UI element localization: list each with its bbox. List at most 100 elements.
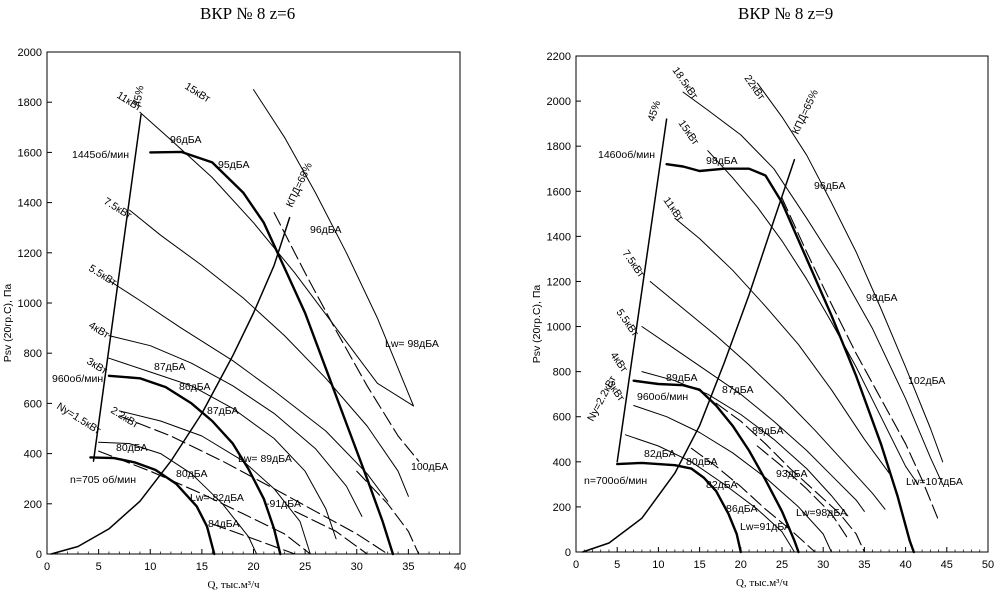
series-efficiency-0-4 <box>50 216 291 555</box>
chart-title-right: ВКР № 8 z=9 <box>738 4 834 23</box>
y-tick-label-0-8: 1600 <box>18 147 42 159</box>
x-axis-title-0: Q, тыс.м³/ч <box>207 579 260 591</box>
annotation-1-16: 98дБА <box>866 292 897 304</box>
series-noise-0-13 <box>273 212 420 462</box>
x-tick-label-1-1: 5 <box>614 559 620 571</box>
series-noise-1-15 <box>715 402 865 553</box>
series-power-1-13 <box>756 82 944 463</box>
series-power-1-7 <box>641 371 849 517</box>
annotation-0-16: 87дБА <box>154 361 185 373</box>
series-power-1-6 <box>633 405 832 553</box>
annotation-1-15: 96дБА <box>814 180 845 192</box>
x-tick-label-1-2: 10 <box>652 559 664 571</box>
x-tick-label-1-9: 45 <box>941 559 953 571</box>
annotation-0-20: 80дБА <box>176 468 207 480</box>
series-noise-0-18 <box>356 470 420 555</box>
y-axis-title-1: Psv (20гр.С), Па <box>531 285 543 364</box>
series-power-1-5 <box>624 434 795 553</box>
annotation-0-5: Ny=1.5кВт <box>54 400 103 437</box>
series-power-0-5 <box>98 441 258 555</box>
series-power-1-11 <box>707 150 919 485</box>
series-noise-0-14 <box>118 415 389 555</box>
x-tick-label-0-0: 0 <box>44 561 50 573</box>
y-tick-label-0-10: 2000 <box>18 47 42 59</box>
y-tick-label-1-9: 1800 <box>547 141 571 153</box>
y-tick-label-1-4: 800 <box>553 367 571 379</box>
annotation-0-13: 96дБА <box>170 134 201 146</box>
series-power-0-10 <box>129 209 409 497</box>
annotation-0-15: 96дБА <box>310 224 341 236</box>
annotation-0-24: Lw= 98дБА <box>385 338 439 350</box>
annotation-0-8: 4кВт <box>86 319 111 341</box>
annotation-0-9: 5.5кВт <box>86 262 119 289</box>
x-tick-label-1-3: 15 <box>693 559 705 571</box>
annotation-0-3: 45% <box>131 85 146 108</box>
annotation-1-13: 22кВт <box>742 73 768 103</box>
annotation-1-4: КПД=65% <box>790 88 821 137</box>
x-tick-label-0-5: 25 <box>299 561 311 573</box>
annotation-1-21: 93дБА <box>776 468 807 480</box>
annotation-0-18: 87дБА <box>207 405 238 417</box>
annotation-1-17: 102дБА <box>908 375 945 387</box>
annotation-1-27: Lw=98дБА <box>796 507 847 519</box>
y-tick-label-0-2: 400 <box>24 449 42 461</box>
x-tick-label-1-0: 0 <box>573 559 579 571</box>
series-fan-0-0 <box>149 150 395 556</box>
annotation-1-28: Lw=107дБА <box>906 476 963 488</box>
annotation-1-18: 89дБА <box>666 372 697 384</box>
series-power-1-9 <box>649 281 886 510</box>
annotation-1-0: 1460об/мин <box>598 149 655 161</box>
series-power-0-9 <box>108 279 389 502</box>
y-tick-label-1-5: 1000 <box>547 322 571 334</box>
y-tick-label-1-6: 1200 <box>547 276 571 288</box>
y-tick-label-0-3: 600 <box>24 398 42 410</box>
x-tick-label-1-5: 25 <box>776 559 788 571</box>
annotation-1-12: 18.5кВт <box>670 65 701 102</box>
series-efficiency-1-3 <box>616 118 668 463</box>
series-power-0-12 <box>253 89 414 407</box>
series-power-1-12 <box>682 91 944 485</box>
y-tick-label-0-6: 1200 <box>18 248 42 260</box>
series-power-1-10 <box>674 217 890 474</box>
annotation-0-26: 100дБА <box>411 461 448 473</box>
y-tick-label-0-5: 1000 <box>18 298 42 310</box>
x-tick-label-0-2: 10 <box>144 561 156 573</box>
annotation-1-2: n=700об/мин <box>584 475 647 487</box>
y-tick-label-0-1: 200 <box>24 499 42 511</box>
series-noise-1-17 <box>756 445 849 540</box>
x-tick-label-0-6: 30 <box>351 561 363 573</box>
series-efficiency-0-3 <box>92 114 142 462</box>
y-tick-label-0-4: 800 <box>24 348 42 360</box>
series-power-0-7 <box>108 357 337 540</box>
series-power-0-11 <box>139 111 414 407</box>
annotation-1-1: 960об/мин <box>637 391 688 403</box>
series-noise-1-14 <box>781 197 940 521</box>
series-noise-0-16 <box>211 523 296 555</box>
x-tick-label-0-3: 15 <box>196 561 208 573</box>
y-axis-title-0: Psv (20гр.С), Па <box>2 284 14 363</box>
y-tick-label-1-8: 1600 <box>547 186 571 198</box>
y-tick-label-0-0: 0 <box>36 549 42 561</box>
series-power-1-8 <box>641 326 865 512</box>
annotation-0-4: КПД=68% <box>284 161 315 210</box>
annotation-0-2: n=705 об/мин <box>70 474 136 486</box>
x-tick-label-0-4: 20 <box>247 561 259 573</box>
y-tick-label-1-10: 2000 <box>547 96 571 108</box>
annotation-1-3: 45% <box>645 99 663 123</box>
y-tick-label-1-11: 2200 <box>547 51 571 63</box>
x-tick-label-1-6: 30 <box>817 559 829 571</box>
annotation-0-23: Lw= 89дБА <box>238 453 292 465</box>
annotation-0-19: 80дБА <box>116 442 147 454</box>
y-tick-label-1-2: 400 <box>553 457 571 469</box>
x-axis-title-1: Q, тыс.м³/ч <box>736 577 789 589</box>
annotation-1-19: 87дБА <box>722 384 753 396</box>
series-power-0-8 <box>108 335 363 517</box>
annotation-1-23: 80дБА <box>686 456 717 468</box>
series-noise-1-16 <box>690 447 816 553</box>
series-noise-0-15 <box>98 450 311 555</box>
annotation-0-6: 2.2кВт <box>108 404 141 431</box>
annotation-1-10: 11кВт <box>661 195 686 224</box>
annotation-1-22: 82дБА <box>644 448 675 460</box>
annotation-1-26: Lw=91дБА <box>740 521 791 533</box>
annotation-1-20: 89дБА <box>752 425 783 437</box>
